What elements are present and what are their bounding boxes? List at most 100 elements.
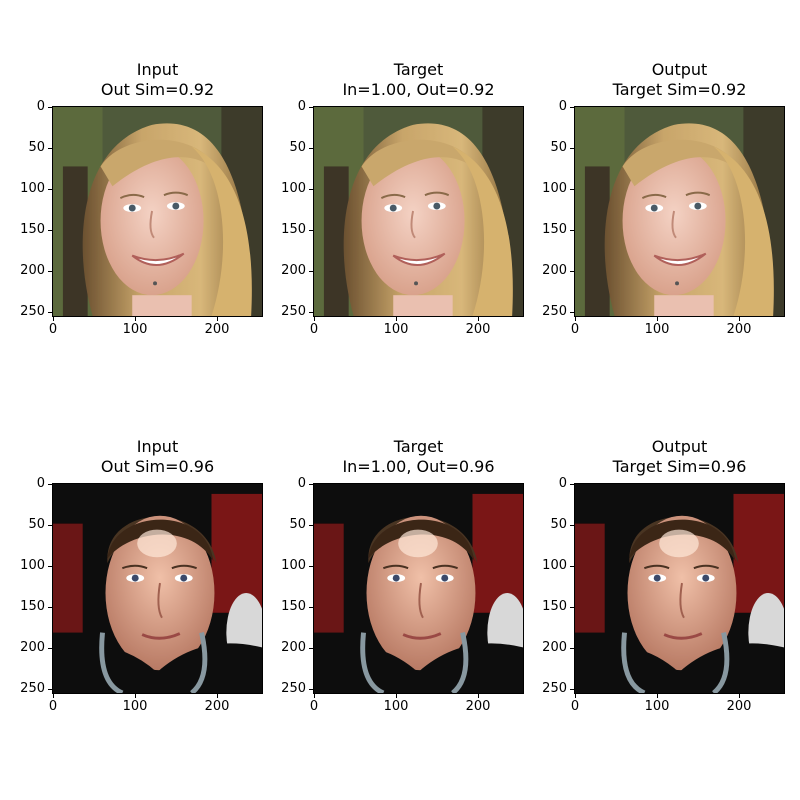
x-tick-mark <box>739 317 740 321</box>
x-tick-label: 100 <box>122 322 148 337</box>
y-tick-label: 50 <box>289 140 306 155</box>
x-tick-label: 0 <box>570 322 580 337</box>
y-tick-label: 0 <box>297 99 306 114</box>
y-tick-mark <box>309 312 313 313</box>
image-axes <box>52 106 263 317</box>
x-tick-label: 200 <box>465 322 491 337</box>
y-tick-mark <box>570 566 574 567</box>
panel-title: Output Target Sim=0.96 <box>574 437 785 477</box>
y-tick-label: 50 <box>550 517 567 532</box>
image-axes <box>52 483 263 694</box>
x-tick-mark <box>314 317 315 321</box>
x-tick-mark <box>575 317 576 321</box>
x-tick-mark <box>739 694 740 698</box>
y-tick-mark <box>309 525 313 526</box>
y-tick-label: 250 <box>281 304 306 319</box>
y-tick-mark <box>570 230 574 231</box>
y-tick-label: 0 <box>297 476 306 491</box>
woman-face-image <box>53 107 262 316</box>
panel-title: Output Target Sim=0.92 <box>574 60 785 100</box>
y-tick-label: 150 <box>281 222 306 237</box>
y-tick-mark <box>570 525 574 526</box>
y-tick-label: 200 <box>542 640 567 655</box>
y-tick-mark <box>48 566 52 567</box>
x-tick-mark <box>217 694 218 698</box>
x-tick-mark <box>53 694 54 698</box>
x-tick-label: 0 <box>48 699 58 714</box>
y-tick-mark <box>48 148 52 149</box>
x-tick-mark <box>135 694 136 698</box>
x-tick-label: 100 <box>383 699 409 714</box>
y-tick-label: 200 <box>281 640 306 655</box>
panel-title-line1: Target <box>393 437 444 456</box>
y-tick-label: 200 <box>281 263 306 278</box>
x-tick-label: 200 <box>204 699 230 714</box>
y-tick-label: 50 <box>28 517 45 532</box>
y-tick-label: 150 <box>20 599 45 614</box>
y-tick-mark <box>309 230 313 231</box>
y-tick-label: 250 <box>542 304 567 319</box>
y-tick-label: 100 <box>281 181 306 196</box>
y-tick-label: 0 <box>36 99 45 114</box>
y-tick-mark <box>309 107 313 108</box>
image-axes <box>313 106 524 317</box>
y-tick-mark <box>309 271 313 272</box>
y-tick-label: 200 <box>20 640 45 655</box>
y-tick-label: 150 <box>542 222 567 237</box>
panel-title-line2: Out Sim=0.92 <box>100 80 215 99</box>
y-tick-mark <box>48 607 52 608</box>
y-tick-label: 0 <box>558 99 567 114</box>
y-tick-label: 100 <box>281 558 306 573</box>
y-tick-label: 250 <box>542 681 567 696</box>
y-tick-mark <box>309 689 313 690</box>
panel-title-line2: Out Sim=0.96 <box>100 457 215 476</box>
y-tick-label: 100 <box>20 181 45 196</box>
y-tick-mark <box>309 648 313 649</box>
panel-title-line2: In=1.00, Out=0.92 <box>342 80 495 99</box>
y-tick-label: 50 <box>289 517 306 532</box>
y-tick-label: 200 <box>542 263 567 278</box>
y-tick-mark <box>48 689 52 690</box>
x-tick-mark <box>657 317 658 321</box>
y-tick-mark <box>309 607 313 608</box>
image-axes <box>574 483 785 694</box>
y-tick-mark <box>570 648 574 649</box>
x-tick-mark <box>575 694 576 698</box>
man-face-image <box>53 484 262 693</box>
y-tick-label: 0 <box>558 476 567 491</box>
y-tick-mark <box>48 648 52 649</box>
x-tick-mark <box>396 317 397 321</box>
image-axes <box>574 106 785 317</box>
man-face-image <box>314 484 523 693</box>
x-tick-label: 0 <box>570 699 580 714</box>
y-tick-mark <box>570 148 574 149</box>
panel-title: Input Out Sim=0.96 <box>52 437 263 477</box>
x-tick-mark <box>478 317 479 321</box>
y-tick-label: 100 <box>542 558 567 573</box>
y-tick-mark <box>48 484 52 485</box>
panel-title: Target In=1.00, Out=0.92 <box>313 60 524 100</box>
panel-title-line1: Output <box>651 60 708 79</box>
y-tick-label: 150 <box>20 222 45 237</box>
x-tick-label: 100 <box>644 699 670 714</box>
x-tick-label: 200 <box>204 322 230 337</box>
y-tick-mark <box>48 271 52 272</box>
x-tick-mark <box>396 694 397 698</box>
y-tick-label: 250 <box>20 304 45 319</box>
y-tick-label: 150 <box>542 599 567 614</box>
y-tick-label: 200 <box>20 263 45 278</box>
panel-title-line1: Target <box>393 60 444 79</box>
y-tick-mark <box>309 566 313 567</box>
y-tick-label: 100 <box>542 181 567 196</box>
y-tick-label: 50 <box>550 140 567 155</box>
y-tick-mark <box>570 271 574 272</box>
image-axes <box>313 483 524 694</box>
y-tick-label: 0 <box>36 476 45 491</box>
y-tick-mark <box>48 107 52 108</box>
y-tick-mark <box>570 189 574 190</box>
panel-title-line2: In=1.00, Out=0.96 <box>342 457 495 476</box>
x-tick-mark <box>53 317 54 321</box>
y-tick-mark <box>48 525 52 526</box>
x-tick-mark <box>478 694 479 698</box>
man-face-image <box>575 484 784 693</box>
